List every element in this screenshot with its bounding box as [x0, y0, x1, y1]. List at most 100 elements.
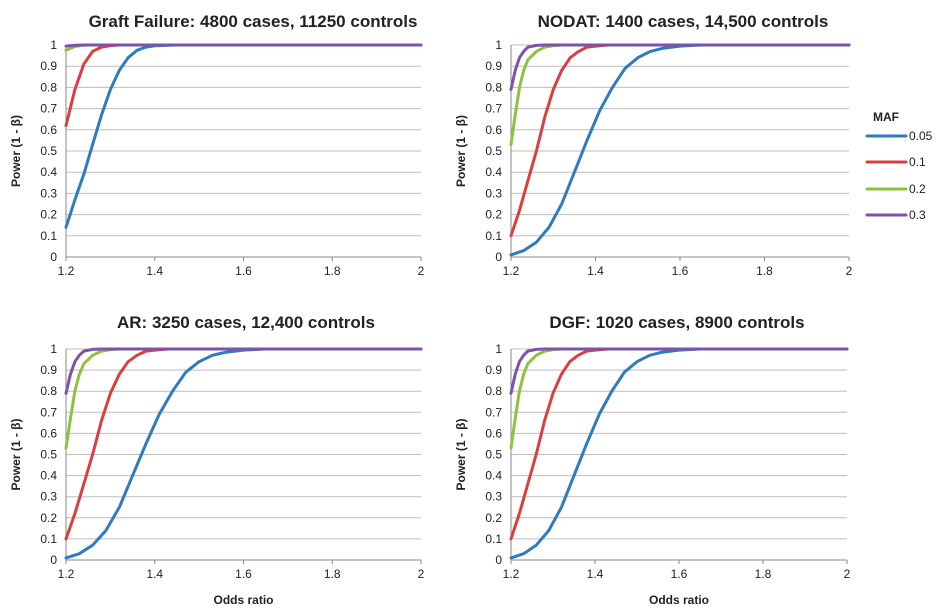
- chart-panel-3: AR: 3250 cases, 12,400 controls 0 0.1 0.2 0.…: [9, 313, 425, 607]
- x-tick-label: 1.8: [755, 567, 772, 581]
- y-tick-label: 0.9: [40, 363, 57, 377]
- x-tick-label: 1.6: [235, 567, 252, 581]
- y-tick-label: 0.4: [40, 469, 57, 483]
- x-tick-label: 1.8: [324, 264, 341, 278]
- series-line-maf-0.05: [66, 45, 421, 227]
- y-tick-label: 0.6: [485, 426, 502, 440]
- y-tick-label: 0.3: [485, 490, 502, 504]
- x-tick-label: 1.2: [503, 264, 520, 278]
- y-tick-label: 0.1: [40, 532, 57, 546]
- series-line-maf-0.05: [66, 349, 421, 558]
- y-tick-label: 0.7: [40, 102, 57, 116]
- y-tick-label: 0.3: [40, 490, 57, 504]
- y-tick-label: 0.7: [485, 405, 502, 419]
- chart-title: NODAT: 1400 cases, 14,500 controls: [538, 12, 829, 31]
- chart-panel-1: Graft Failure: 4800 cases, 11250 control…: [9, 12, 425, 278]
- series-line-maf-0.1: [66, 349, 421, 539]
- x-tick-label: 1.6: [672, 264, 689, 278]
- x-tick-label: 1.4: [146, 567, 163, 581]
- y-tick-label: 0.2: [40, 208, 57, 222]
- y-tick-label: 1: [50, 342, 57, 356]
- x-tick-label: 1.2: [58, 264, 75, 278]
- y-tick-label: 0.8: [485, 384, 502, 398]
- y-tick-label: 0: [50, 250, 57, 264]
- y-tick-label: 0.1: [40, 229, 57, 243]
- y-tick-label: 0.9: [40, 59, 57, 73]
- y-axis-label: Power (1 - β): [454, 115, 468, 187]
- y-axis-label: Power (1 - β): [454, 418, 468, 490]
- y-tick-label: 0: [495, 250, 502, 264]
- x-tick-label: 2: [844, 567, 851, 581]
- chart-title: Graft Failure: 4800 cases, 11250 control…: [89, 12, 418, 31]
- y-axis-label: Power (1 - β): [9, 418, 23, 490]
- x-tick-label: 1.2: [503, 567, 520, 581]
- y-tick-label: 1: [50, 38, 57, 52]
- y-tick-label: 0.4: [485, 165, 502, 179]
- legend-entry: 0.1: [867, 155, 926, 169]
- y-tick-label: 0: [495, 553, 502, 567]
- y-axis-label: Power (1 - β): [9, 115, 23, 187]
- y-tick-label: 1: [495, 38, 502, 52]
- x-axis-label: Odds ratio: [649, 593, 709, 607]
- series-line-maf-0.1: [511, 45, 849, 236]
- legend-entries: 0.05 0.1 0.2 0.3: [867, 129, 933, 222]
- x-tick-label: 1.4: [587, 567, 604, 581]
- y-tick-label: 0.5: [485, 448, 502, 462]
- y-tick-label: 0.8: [40, 384, 57, 398]
- y-tick-label: 0.7: [40, 405, 57, 419]
- chart-panel-2: NODAT: 1400 cases, 14,500 controls 0 0.1 0.…: [454, 12, 853, 278]
- x-tick-label: 1.6: [235, 264, 252, 278]
- chart-title: DGF: 1020 cases, 8900 controls: [549, 313, 804, 332]
- y-tick-label: 0.5: [485, 144, 502, 158]
- legend-label: 0.05: [909, 129, 933, 143]
- series-line-maf-0.1: [66, 45, 421, 126]
- x-axis-label: Odds ratio: [213, 593, 273, 607]
- legend-entry: 0.3: [867, 208, 926, 222]
- y-tick-label: 0.2: [40, 511, 57, 525]
- y-tick-label: 0.6: [485, 123, 502, 137]
- y-tick-label: 0.4: [485, 469, 502, 483]
- legend-entry: 0.2: [867, 182, 926, 196]
- legend-title: MAF: [873, 110, 899, 124]
- chart-panels: Graft Failure: 4800 cases, 11250 control…: [9, 12, 853, 607]
- x-tick-label: 2: [418, 264, 425, 278]
- x-tick-label: 2: [846, 264, 853, 278]
- y-tick-label: 0.1: [485, 532, 502, 546]
- y-tick-label: 0.8: [485, 80, 502, 94]
- x-tick-label: 1.8: [324, 567, 341, 581]
- y-tick-label: 0.2: [485, 208, 502, 222]
- x-tick-label: 1.2: [58, 567, 75, 581]
- y-tick-label: 1: [495, 342, 502, 356]
- legend-entry: 0.05: [867, 129, 933, 143]
- y-tick-label: 0.9: [485, 59, 502, 73]
- legend-label: 0.1: [909, 155, 926, 169]
- chart-panel-4: DGF: 1020 cases, 8900 controls 0 0.1 0.2 0.3…: [454, 313, 851, 607]
- series-line-maf-0.05: [511, 45, 849, 255]
- x-tick-label: 2: [418, 567, 425, 581]
- y-tick-label: 0.3: [485, 186, 502, 200]
- y-tick-label: 0.6: [40, 426, 57, 440]
- y-tick-label: 0.4: [40, 165, 57, 179]
- series-line-maf-0.3: [66, 45, 421, 46]
- y-tick-label: 0.9: [485, 363, 502, 377]
- series-line-maf-0.3: [511, 45, 849, 90]
- y-tick-label: 0.7: [485, 102, 502, 116]
- series-line-maf-0.05: [511, 349, 847, 558]
- y-tick-label: 0: [50, 553, 57, 567]
- y-tick-label: 0.1: [485, 229, 502, 243]
- x-tick-label: 1.6: [671, 567, 688, 581]
- x-tick-label: 1.4: [146, 264, 163, 278]
- x-tick-label: 1.8: [756, 264, 773, 278]
- chart-title: AR: 3250 cases, 12,400 controls: [117, 313, 375, 332]
- x-tick-label: 1.4: [587, 264, 604, 278]
- y-tick-label: 0.8: [40, 80, 57, 94]
- legend-label: 0.3: [909, 208, 926, 222]
- y-tick-label: 0.5: [40, 144, 57, 158]
- y-tick-label: 0.3: [40, 186, 57, 200]
- legend: MAF 0.05 0.1 0.2 0.3: [867, 110, 933, 222]
- legend-label: 0.2: [909, 182, 926, 196]
- y-tick-label: 0.6: [40, 123, 57, 137]
- series-line-maf-0.3: [511, 349, 847, 393]
- y-tick-label: 0.5: [40, 448, 57, 462]
